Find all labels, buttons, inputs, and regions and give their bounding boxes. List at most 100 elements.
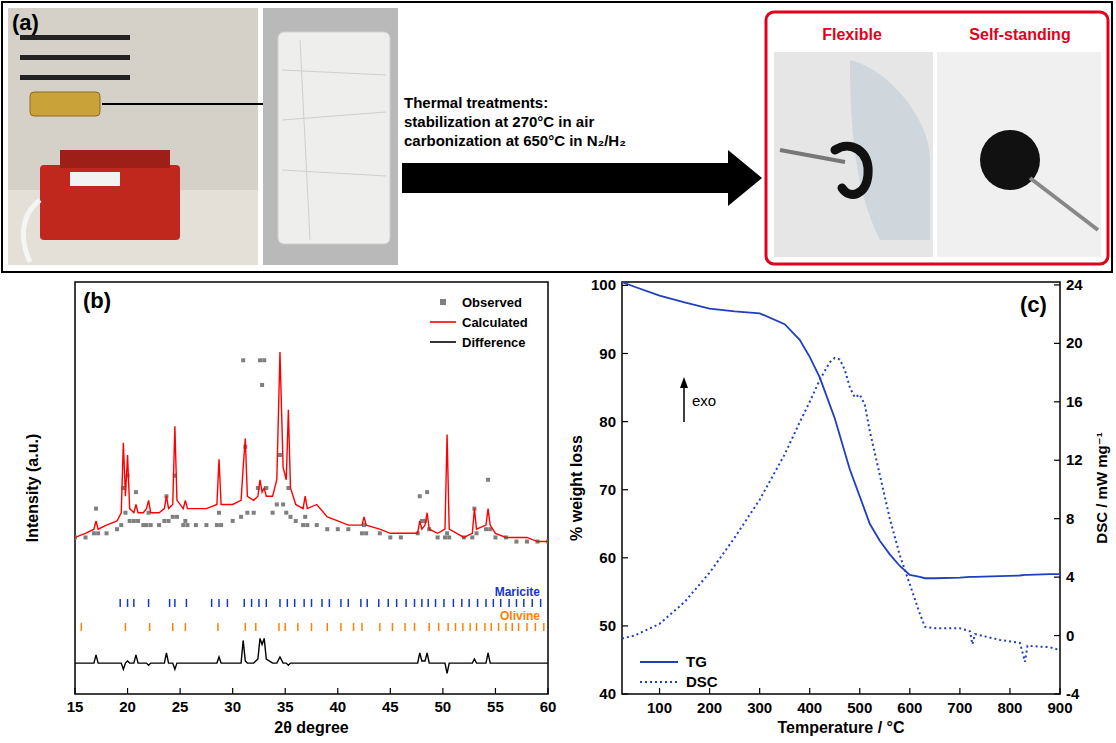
data-point xyxy=(525,540,529,544)
data-point xyxy=(157,523,161,527)
x-tick-label: 40 xyxy=(329,698,346,715)
reflection-tick xyxy=(266,599,268,607)
reflection-tick xyxy=(512,623,514,631)
result-label: Self-standing xyxy=(969,26,1070,43)
x-tick xyxy=(390,688,391,694)
process-step: stabilization at 270°C in air xyxy=(404,113,594,130)
data-point xyxy=(84,535,88,539)
x-tick-label: 300 xyxy=(747,699,772,716)
y-tick-label: 100 xyxy=(591,276,616,293)
arrow-line xyxy=(102,103,278,105)
data-point xyxy=(275,502,279,506)
data-point xyxy=(204,523,208,527)
reflection-tick xyxy=(500,599,502,607)
result-label: Flexible xyxy=(822,26,882,43)
photo-bg xyxy=(263,8,398,265)
annotation: exo xyxy=(692,392,716,409)
reflection-tick xyxy=(279,599,281,607)
reflection-tick xyxy=(169,599,171,607)
y2-tick-label: 24 xyxy=(1066,276,1083,293)
x-tick xyxy=(232,688,233,694)
data-point xyxy=(418,494,422,498)
reflection-tick xyxy=(125,623,127,631)
y-tick-label: 60 xyxy=(599,549,616,566)
reflection-tick xyxy=(340,623,342,631)
reflection-tick xyxy=(149,623,151,631)
y-tick-label: 90 xyxy=(599,345,616,362)
data-point xyxy=(262,358,266,362)
legend-marker xyxy=(440,299,446,305)
data-point xyxy=(388,535,392,539)
data-point xyxy=(183,519,187,523)
data-point xyxy=(443,535,447,539)
photo-pump xyxy=(40,165,180,240)
data-point xyxy=(171,515,175,519)
mat-creases xyxy=(282,40,386,240)
data-line xyxy=(622,282,1060,578)
photo-bg xyxy=(8,8,258,265)
plot-frame xyxy=(622,282,1060,694)
photo-pump-top xyxy=(60,150,170,168)
x-tick xyxy=(659,688,660,694)
data-point xyxy=(294,519,298,523)
x-tick xyxy=(495,688,496,694)
x-axis-title: 2θ degree xyxy=(274,719,349,736)
y2-tick xyxy=(1054,635,1060,636)
data-point xyxy=(336,527,340,531)
reflection-tick xyxy=(297,623,299,631)
x-tick-label: 50 xyxy=(435,698,452,715)
reflection-tick xyxy=(396,599,398,607)
legend-label: DSC xyxy=(686,673,718,690)
data-point xyxy=(288,515,292,519)
reflection-tick xyxy=(453,599,455,607)
x-tick-label: 55 xyxy=(487,698,504,715)
legend-label: Calculated xyxy=(462,315,528,330)
photo-pump-panel xyxy=(70,172,120,186)
reflection-tick xyxy=(428,623,430,631)
data-point xyxy=(219,523,223,527)
photo-bg xyxy=(937,52,1101,257)
y-tick xyxy=(622,421,628,422)
reflection-tick xyxy=(490,623,492,631)
data-point xyxy=(447,535,451,539)
data-point xyxy=(325,527,329,531)
y-tick-label: 40 xyxy=(599,685,616,702)
result-box xyxy=(766,12,1108,264)
y2-tick xyxy=(1054,693,1060,694)
y2-tick xyxy=(1054,577,1060,578)
data-point xyxy=(425,490,429,494)
data-point xyxy=(315,523,319,527)
data-point xyxy=(175,515,179,519)
reflection-tick xyxy=(392,623,394,631)
y-tick-label: 50 xyxy=(599,617,616,634)
reflection-tick xyxy=(421,599,423,607)
data-point xyxy=(119,523,123,527)
data-point xyxy=(181,523,185,527)
data-line xyxy=(622,358,1060,662)
reflection-tick xyxy=(251,599,253,607)
legend-line xyxy=(430,321,456,323)
x-tick xyxy=(759,688,760,694)
reflection-tick xyxy=(255,623,257,631)
x-tick xyxy=(909,688,910,694)
data-point xyxy=(94,507,98,511)
x-tick xyxy=(1059,688,1060,694)
y-tick xyxy=(622,557,628,558)
legend-line xyxy=(430,341,456,343)
process-arrow xyxy=(402,150,762,206)
y2-tick-label: -4 xyxy=(1066,685,1080,702)
reflection-tick xyxy=(404,623,406,631)
y2-axis-title: DSC / mW mg⁻¹ xyxy=(1093,432,1110,543)
legend-label: Difference xyxy=(462,335,526,350)
data-point xyxy=(378,531,382,535)
reflection-tick xyxy=(526,623,528,631)
legend-line xyxy=(640,681,678,683)
reflection-label: Olivine xyxy=(500,609,540,623)
data-point xyxy=(514,540,518,544)
x-tick-label: 25 xyxy=(172,698,189,715)
photo-mat xyxy=(263,8,398,265)
reflection-tick xyxy=(543,623,545,631)
plot-frame xyxy=(75,282,548,694)
reflection-tick xyxy=(493,599,495,607)
legend-label: Observed xyxy=(462,295,522,310)
